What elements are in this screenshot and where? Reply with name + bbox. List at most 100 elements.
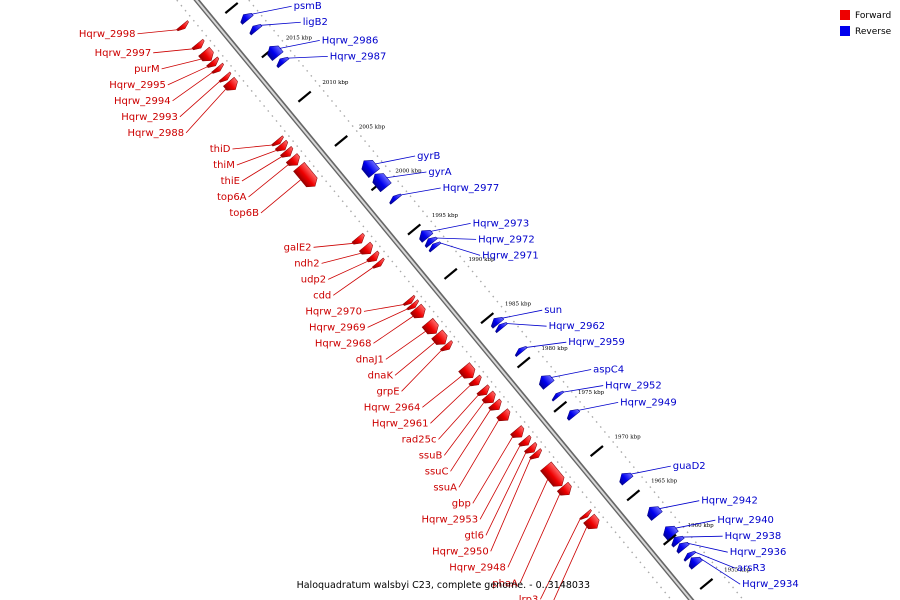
gene-label[interactable]: udp2	[301, 274, 326, 285]
gene-label[interactable]: Hqrw_2953	[422, 514, 479, 525]
gene-label[interactable]: Hqrw_2993	[121, 112, 178, 123]
gene-label[interactable]: Hqrw_2950	[432, 546, 489, 557]
gene-sun[interactable]	[489, 314, 505, 329]
gene-label[interactable]: Hqrw_2969	[309, 322, 366, 333]
gene-label[interactable]: psmB	[294, 1, 322, 12]
gene-Hqrw_2949[interactable]	[565, 406, 581, 421]
gene-ssuC[interactable]	[488, 398, 505, 414]
gene-label[interactable]: thiM	[213, 160, 235, 171]
gene-label[interactable]: Hqrw_2949	[620, 397, 677, 408]
gene-label[interactable]: ssuA	[433, 482, 457, 493]
gene-label[interactable]: Hqrw_2994	[114, 96, 171, 107]
gene-Hqrw_2993[interactable]	[218, 71, 233, 84]
gene-Hqrw_2948[interactable]	[540, 461, 567, 490]
gene-Hqrw_2934[interactable]	[686, 553, 703, 570]
gene-label[interactable]: ssuB	[419, 450, 443, 461]
gene-Hqrw_2977[interactable]	[388, 192, 402, 205]
gene-Hqrw_2972[interactable]	[423, 234, 438, 249]
gene-Hqrw_2969[interactable]	[406, 299, 421, 312]
gene-label[interactable]: Hqrw_2970	[305, 306, 362, 317]
gene-gyrB[interactable]	[359, 156, 380, 179]
gene-label[interactable]: Hqrw_2936	[730, 547, 787, 558]
gene-phaA[interactable]	[556, 481, 574, 499]
gene-label[interactable]: arsR3	[737, 563, 766, 574]
gene-aspC4[interactable]	[536, 372, 555, 390]
gene-label[interactable]: thiE	[221, 176, 240, 187]
gene-Hqrw_2952[interactable]	[551, 389, 565, 402]
gene-Hqrw_2961[interactable]	[468, 374, 484, 389]
gene-label[interactable]: Hqrw_2988	[127, 128, 184, 139]
gene-Hqrw_2970[interactable]	[402, 294, 417, 307]
gene-thiM[interactable]	[274, 139, 290, 154]
gene-label[interactable]: cdd	[313, 290, 331, 301]
gene-rad25c[interactable]	[476, 384, 492, 399]
gene-label[interactable]: Hqrw_2938	[725, 531, 782, 542]
gene-Hqrw_2938[interactable]	[669, 533, 685, 548]
gene-Hqrw_2940[interactable]	[660, 522, 679, 541]
gene-label[interactable]: grpE	[376, 386, 399, 397]
gene-label[interactable]: Hqrw_2964	[364, 402, 421, 413]
gene-label[interactable]: Hqrw_2973	[473, 218, 530, 229]
gene-label[interactable]: Hqrw_2959	[568, 337, 625, 348]
gene-label[interactable]: Hqrw_2977	[443, 183, 500, 194]
gene-Hqrw_2995[interactable]	[206, 56, 221, 70]
gene-label[interactable]: Hqrw_2998	[79, 29, 136, 40]
gene-Hqrw_2968[interactable]	[410, 303, 428, 322]
gene-label[interactable]: Hqrw_2972	[478, 234, 535, 245]
gene-Hqrw_2962[interactable]	[494, 320, 508, 334]
gene-label[interactable]: thiD	[210, 144, 231, 155]
gene-label[interactable]: gtl6	[465, 530, 484, 541]
gene-label[interactable]: Hqrw_2997	[95, 48, 152, 59]
gene-label[interactable]: rad25c	[402, 434, 437, 445]
gene-purM[interactable]	[198, 46, 217, 65]
gene-label[interactable]: ssuC	[425, 466, 449, 477]
gene-label[interactable]: Hqrw_2986	[322, 35, 379, 46]
gene-label[interactable]: ligB2	[303, 17, 328, 28]
gene-label[interactable]: phaA	[492, 578, 518, 589]
gene-label[interactable]: sun	[544, 305, 562, 316]
gene-top6A[interactable]	[285, 153, 303, 169]
gene-galE2[interactable]	[351, 232, 367, 247]
gene-label[interactable]: top6B	[229, 208, 259, 219]
gene-Hqrw_2936[interactable]	[674, 539, 690, 554]
gene-grpE[interactable]	[440, 340, 454, 353]
gene-ndh2[interactable]	[358, 241, 376, 258]
gene-Hqrw_2942[interactable]	[644, 503, 663, 521]
gene-Hqrw_2988[interactable]	[223, 76, 240, 94]
gene-psmB[interactable]	[238, 10, 254, 25]
gene-Hqrw_2986[interactable]	[264, 42, 284, 62]
gene-label[interactable]: Hqrw_2968	[315, 338, 372, 349]
gene-Hqrw_2973[interactable]	[416, 226, 434, 243]
gene-udp2[interactable]	[366, 250, 382, 265]
gene-Hqrw_2950[interactable]	[529, 448, 543, 462]
gene-label[interactable]: Hqrw_2962	[549, 321, 606, 332]
gene-label[interactable]: dnaK	[368, 370, 394, 381]
gene-label[interactable]: Hqrw_2961	[372, 418, 429, 429]
gene-label[interactable]: Hqrw_2942	[701, 496, 758, 507]
gene-gtl6[interactable]	[524, 441, 539, 456]
gene-ssuB[interactable]	[481, 390, 499, 407]
gene-Hqrw_2971[interactable]	[427, 240, 442, 253]
gene-label[interactable]: top6A	[217, 192, 247, 203]
gene-cdd[interactable]	[372, 257, 386, 270]
gene-Hqrw_2959[interactable]	[513, 344, 528, 357]
gene-label[interactable]: aspC4	[593, 365, 624, 376]
gene-label[interactable]: galE2	[284, 242, 312, 253]
gene-label[interactable]: guaD2	[673, 461, 706, 472]
gene-label[interactable]: gyrB	[417, 151, 440, 162]
gene-label[interactable]: gbp	[452, 498, 471, 509]
gene-label[interactable]: Hqrw_2952	[605, 381, 662, 392]
gene-label[interactable]: lrp3	[519, 594, 539, 600]
gene-Hqrw_2997[interactable]	[191, 38, 206, 52]
gene-label[interactable]: gyrA	[428, 167, 451, 178]
gene-Hqrw_2998[interactable]	[176, 20, 191, 33]
gene-gbp[interactable]	[510, 425, 527, 442]
gene-arsR3[interactable]	[682, 549, 697, 562]
gene-label[interactable]: Hqrw_2934	[742, 579, 799, 590]
gene-label[interactable]: Hqrw_2948	[449, 562, 506, 573]
gene-label[interactable]: dnaJ1	[356, 354, 384, 365]
gene-ssuA[interactable]	[496, 408, 514, 425]
gene-thiE[interactable]	[280, 146, 295, 160]
gene-label[interactable]: purM	[134, 64, 159, 75]
gene-dnaJ1[interactable]	[421, 317, 442, 338]
